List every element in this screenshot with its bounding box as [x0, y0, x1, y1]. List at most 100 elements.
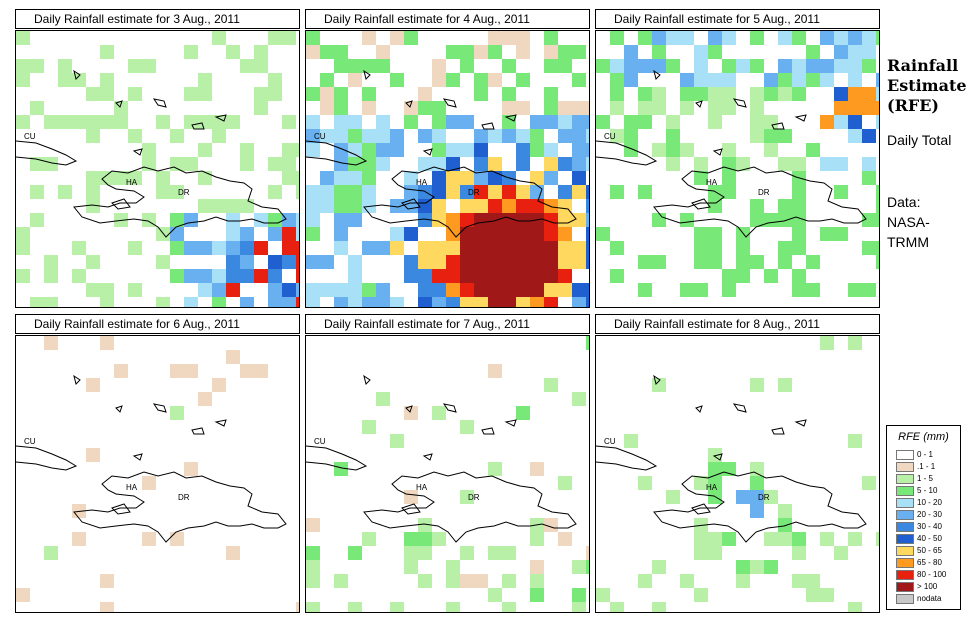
rainfall-cell [348, 59, 362, 73]
rainfall-cell [792, 157, 806, 171]
rainfall-cell [334, 241, 348, 255]
rainfall-cell [376, 143, 390, 157]
rainfall-cell [750, 101, 764, 115]
rainfall-cell [306, 87, 320, 101]
rainfall-cell [268, 297, 282, 307]
rainfall-cell [862, 31, 876, 45]
rainfall-cell [558, 532, 572, 546]
rainfall-cell [516, 199, 530, 213]
rainfall-cell [792, 87, 806, 101]
rainfall-cell [432, 241, 446, 255]
rainfall-cell [516, 101, 530, 115]
panel-title: Daily Rainfall estimate for 3 Aug., 2011 [15, 9, 300, 29]
rainfall-cell [586, 255, 589, 269]
rainfall-cell [254, 241, 268, 255]
legend-label: 80 - 100 [917, 570, 947, 579]
rainfall-cell [530, 241, 544, 255]
rainfall-cell [572, 283, 586, 297]
rainfall-cell [820, 115, 834, 129]
rainfall-cell [516, 45, 530, 59]
coastline-path [695, 405, 703, 413]
rainfall-cell [376, 59, 390, 73]
rainfall-cell [544, 171, 558, 185]
rainfall-cell [708, 227, 722, 241]
rainfall-cell [722, 31, 736, 45]
rainfall-cell [282, 31, 296, 45]
rainfall-cell [212, 31, 226, 45]
rainfall-cell [530, 532, 544, 546]
rainfall-cell [708, 255, 722, 269]
rainfall-cell [114, 171, 128, 185]
rainfall-cell [334, 59, 348, 73]
rainfall-cell [404, 490, 418, 504]
rainfall-cell [764, 73, 778, 87]
rainfall-cell [652, 602, 666, 612]
rainfall-cell [488, 462, 502, 476]
rainfall-cell [610, 129, 624, 143]
rainfall-cell [306, 129, 320, 143]
coastline-path [363, 471, 577, 543]
rainfall-cell [792, 73, 806, 87]
rainfall-cell [334, 45, 348, 59]
rainfall-cell [778, 378, 792, 392]
rainfall-cell [282, 115, 296, 129]
rainfall-cell [572, 45, 586, 59]
rainfall-cell [558, 255, 572, 269]
rainfall-cell [530, 269, 544, 283]
coastline-path [115, 405, 123, 413]
rainfall-cell [680, 101, 694, 115]
rainfall-cell [558, 185, 572, 199]
rainfall-cell [348, 546, 362, 560]
rainfall-cell [240, 255, 254, 269]
rainfall-cell [820, 31, 834, 45]
rainfall-cell [666, 115, 680, 129]
rainfall-cell [296, 213, 299, 227]
rainfall-cell [418, 241, 432, 255]
country-label-dominican_republic: DR [758, 188, 770, 197]
rainfall-cell [418, 518, 432, 532]
rainfall-cell [708, 546, 722, 560]
rainfall-cell [72, 73, 86, 87]
rainfall-cell [198, 115, 212, 129]
rainfall-cell [404, 255, 418, 269]
rainfall-cell [446, 241, 460, 255]
rainfall-cell [530, 560, 544, 574]
rainfall-cell [820, 157, 834, 171]
rainfall-cell [72, 269, 86, 283]
rainfall-cell [862, 476, 876, 490]
rainfall-cell [86, 115, 100, 129]
rainfall-cell [792, 59, 806, 73]
rainfall-cell [184, 297, 198, 307]
rainfall-cell [390, 73, 404, 87]
country-label-cuba: CU [314, 437, 326, 446]
rainfall-cell [736, 574, 750, 588]
rainfall-cell [694, 227, 708, 241]
rainfall-cell [572, 115, 586, 129]
rainfall-cell [58, 185, 72, 199]
rainfall-cell [334, 157, 348, 171]
legend-label: 0 - 1 [917, 450, 934, 459]
rainfall-cell [694, 476, 708, 490]
rfe-legend: RFE (mm) 0 - 1 .1 - 1 1 - 5 5 - 10 10 - 20 20… [886, 425, 961, 610]
rainfall-cell [460, 59, 474, 73]
rainfall-cell [362, 532, 376, 546]
rainfall-cell [530, 185, 544, 199]
rainfall-cell [834, 115, 848, 129]
rainfall-cell [296, 241, 299, 255]
rainfall-cell [268, 73, 282, 87]
rainfall-cell [694, 171, 708, 185]
rainfall-cell [100, 87, 114, 101]
rainfall-cell [296, 143, 299, 157]
rainfall-cell [376, 283, 390, 297]
rainfall-cell [460, 227, 474, 241]
rainfall-cell [736, 255, 750, 269]
rainfall-cell [558, 157, 572, 171]
rainfall-cell [240, 227, 254, 241]
rainfall-cell [86, 129, 100, 143]
rainfall-cell [474, 171, 488, 185]
rainfall-cell [184, 269, 198, 283]
rainfall-cell [652, 59, 666, 73]
rainfall-cell [848, 336, 862, 350]
rainfall-cell [502, 129, 516, 143]
coastline-path [401, 503, 421, 515]
